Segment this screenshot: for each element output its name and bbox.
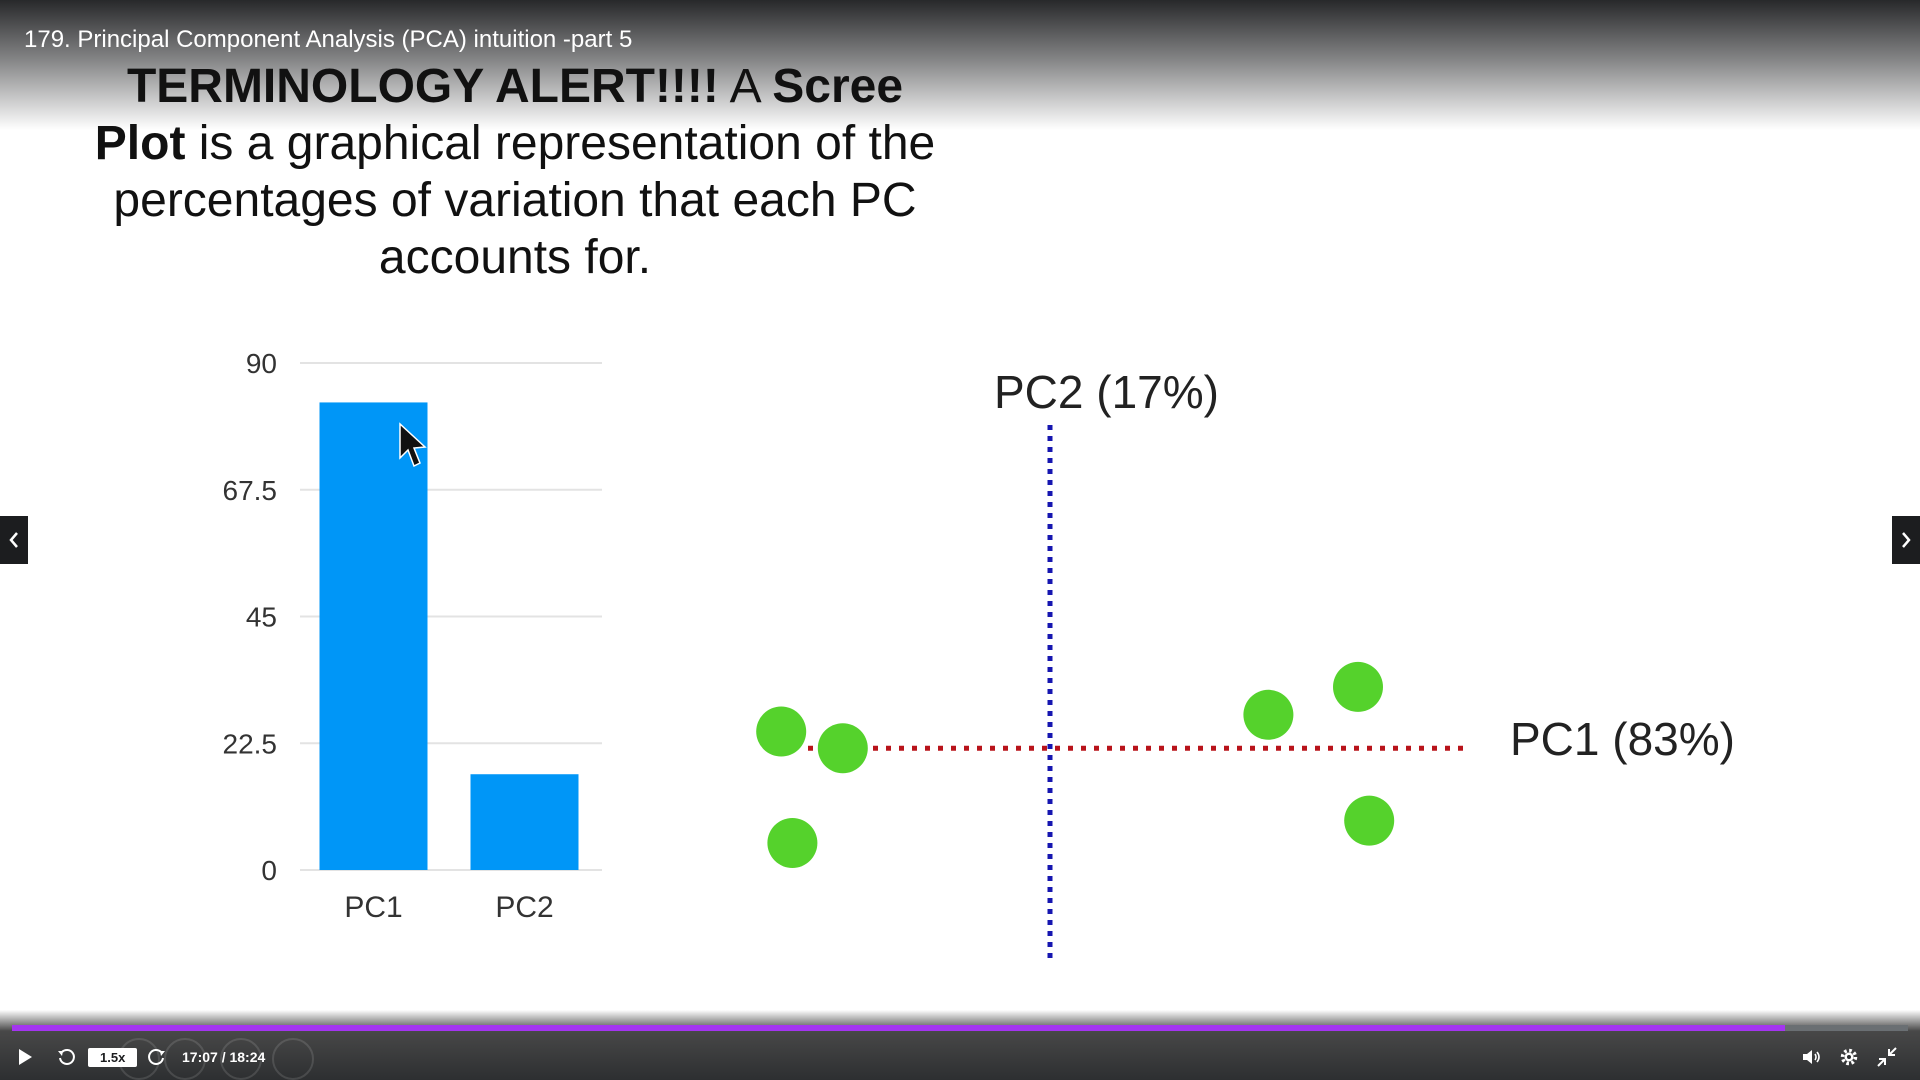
exit-fullscreen-button[interactable]	[1876, 1044, 1898, 1070]
volume-icon	[1803, 1050, 1820, 1064]
progress-fill	[12, 1025, 1785, 1031]
y-tick-label: 0	[261, 855, 277, 886]
cursor-icon	[399, 422, 427, 468]
settings-button[interactable]	[1838, 1044, 1860, 1070]
playback-speed-label: 1.5x	[88, 1047, 138, 1067]
top-overlay	[0, 0, 1920, 130]
progress-bar[interactable]	[12, 1025, 1908, 1031]
y-tick-label: 22.5	[223, 728, 278, 759]
data-point	[817, 723, 868, 774]
data-point	[767, 817, 818, 868]
data-point	[1243, 689, 1294, 740]
play-button[interactable]	[14, 1044, 36, 1070]
exit-fullscreen-icon	[1877, 1047, 1897, 1067]
gear-icon	[1840, 1048, 1858, 1066]
x-tick-label: PC2	[495, 891, 553, 924]
heading-text-a: A	[718, 60, 773, 113]
prev-lecture-button[interactable]	[0, 516, 28, 564]
data-point	[1333, 661, 1383, 712]
heading-bold-term: Scree Plot	[94, 60, 904, 170]
next-lecture-button[interactable]	[1892, 516, 1920, 564]
pc1-axis-label: PC1 (83%)	[1510, 713, 1735, 765]
forward-icon	[148, 1049, 165, 1065]
y-tick-label: 67.5	[223, 475, 278, 506]
x-tick-label: PC1	[344, 891, 402, 924]
chevron-left-icon	[9, 532, 18, 548]
data-point	[756, 706, 807, 757]
ghost-circle	[272, 1038, 314, 1080]
pc2-axis-label: PC2 (17%)	[994, 366, 1219, 418]
data-point	[1344, 795, 1395, 846]
playback-speed-button[interactable]: 1.5x	[88, 1044, 138, 1070]
ghost-circle	[164, 1038, 206, 1080]
ghost-circle	[220, 1038, 262, 1080]
heading-bold-alert: TERMINOLOGY ALERT!!!!	[126, 60, 719, 113]
rewind-button[interactable]	[56, 1044, 78, 1070]
lecture-title: 179. Principal Component Analysis (PCA) …	[24, 26, 633, 53]
heading-text-definition: is a graphical representation of the per…	[113, 117, 936, 284]
chevron-right-icon	[1902, 532, 1911, 548]
rewind-icon	[58, 1049, 75, 1065]
slide-figures: 0 22.5 45 67.5 90 PC1 PC2 PC2 (17%) PC1 (83%)	[223, 348, 1735, 960]
volume-button[interactable]	[1800, 1044, 1822, 1070]
y-tick-label: 45	[246, 602, 277, 633]
y-tick-label: 90	[246, 348, 277, 379]
forward-button[interactable]	[145, 1044, 167, 1070]
player-controls-bar	[0, 1010, 1920, 1080]
slide-heading: TERMINOLOGY ALERT!!!! A Scree Plot is a …	[90, 58, 940, 286]
time-label: 17:07 / 18:24	[182, 1049, 266, 1065]
time-display: 17:07 / 18:24	[182, 1044, 265, 1070]
bar	[470, 774, 579, 870]
play-icon	[19, 1049, 32, 1065]
bar	[319, 402, 428, 870]
